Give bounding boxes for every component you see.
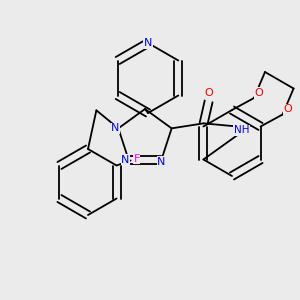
Text: O: O: [204, 88, 213, 98]
Text: O: O: [283, 104, 292, 115]
Text: F: F: [134, 154, 140, 164]
Text: NH: NH: [234, 125, 249, 135]
Text: N: N: [157, 157, 166, 167]
Text: N: N: [111, 123, 120, 133]
Text: O: O: [255, 88, 263, 98]
Text: N: N: [144, 38, 152, 48]
Text: N: N: [122, 155, 130, 165]
